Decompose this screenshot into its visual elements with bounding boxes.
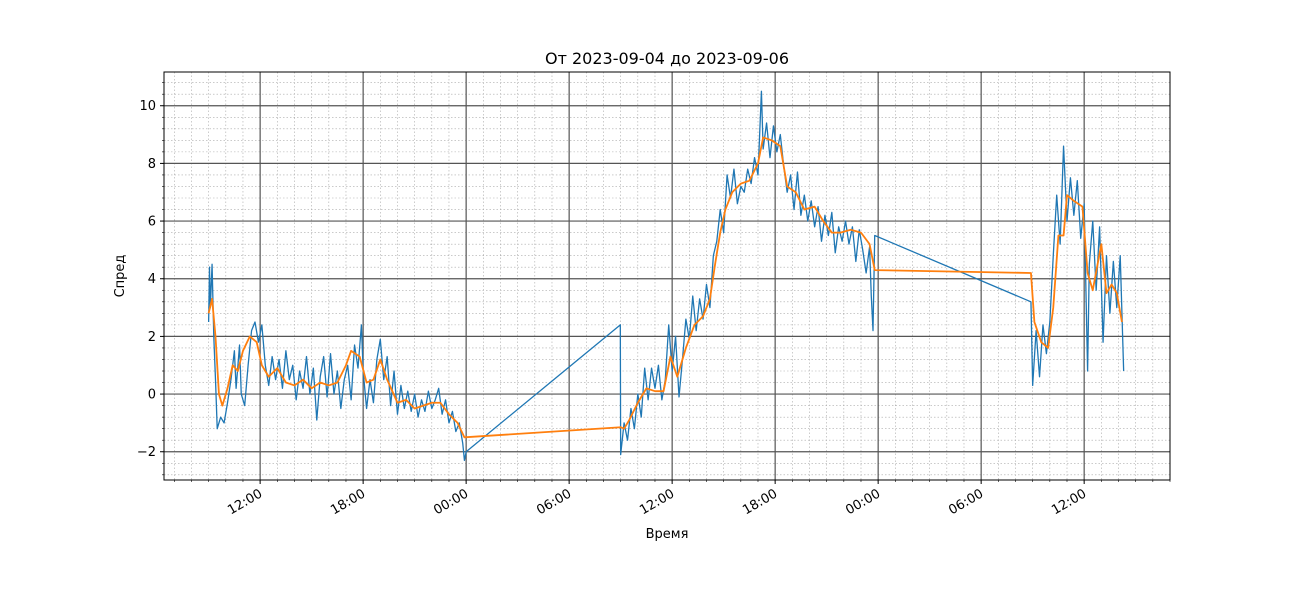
y-tick-label: −2 — [137, 445, 156, 460]
y-tick-label: 2 — [148, 330, 156, 345]
x-axis-label: Время — [646, 527, 689, 542]
y-tick-label: 6 — [148, 215, 156, 230]
y-axis-label: Спред — [113, 255, 128, 298]
axes-frame — [163, 71, 1171, 481]
chart-title: От 2023-09-04 до 2023-09-06 — [545, 49, 789, 68]
plot-area — [207, 90, 1125, 462]
y-tick-label: 10 — [139, 99, 156, 114]
y-tick-label: 8 — [148, 157, 156, 172]
series-line — [207, 136, 1123, 439]
series-line — [207, 90, 1125, 462]
y-tick-label: 4 — [148, 272, 156, 287]
y-tick-label: 0 — [148, 388, 156, 403]
